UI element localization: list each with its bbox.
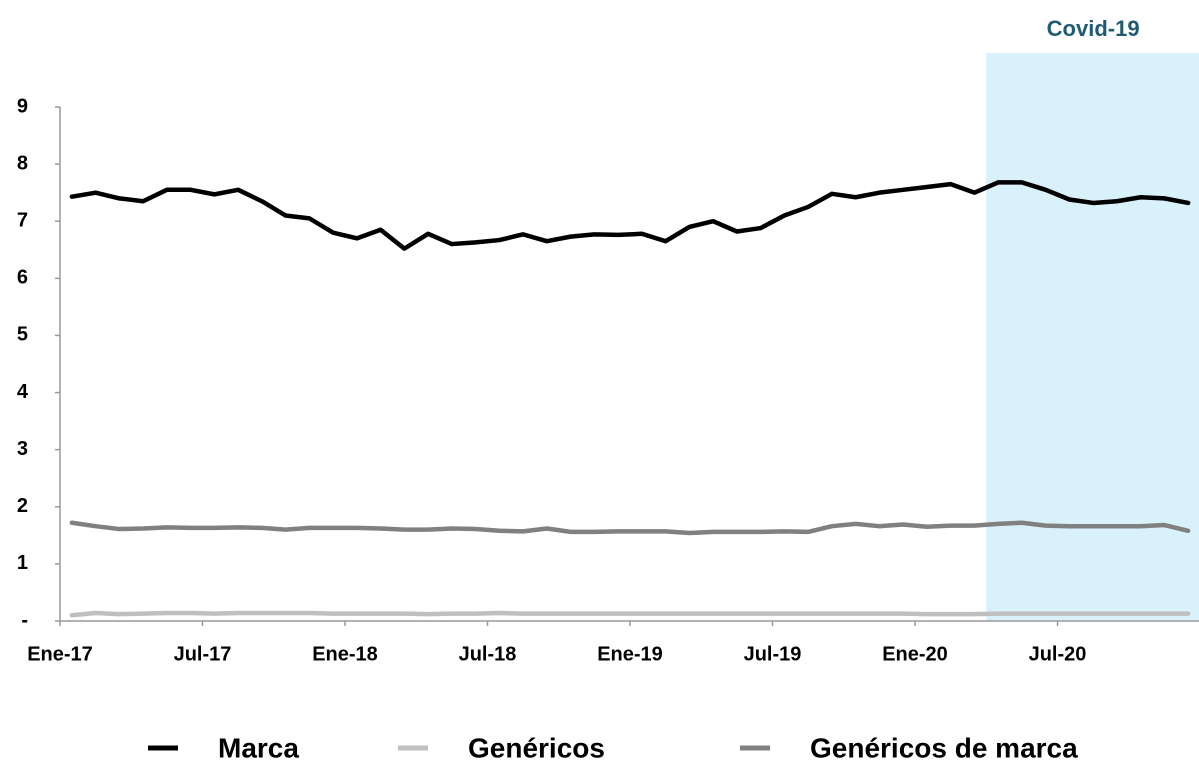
series-line	[69, 180, 1191, 251]
series-line	[69, 520, 1191, 536]
highlight-region	[986, 53, 1199, 621]
legend-label: Marca	[218, 732, 299, 763]
y-tick-label: 9	[17, 95, 28, 117]
y-tick-label: -	[21, 609, 28, 631]
y-tick-label: 6	[17, 267, 28, 289]
x-tick-label: Ene-18	[312, 643, 378, 665]
y-tick-label: 8	[17, 152, 28, 174]
x-tick-label: Jul-19	[744, 643, 802, 665]
highlight-label: Covid-19	[1047, 16, 1140, 41]
series-line	[69, 610, 1191, 618]
y-tick-label: 7	[17, 210, 28, 232]
y-tick-label: 3	[17, 438, 28, 460]
y-tick-label: 5	[17, 324, 28, 346]
y-tick-label: 1	[17, 552, 28, 574]
x-tick-label: Jul-17	[174, 643, 232, 665]
x-tick-label: Ene-17	[27, 643, 93, 665]
legend-label: Genéricos	[468, 732, 605, 763]
x-tick-label: Ene-20	[882, 643, 948, 665]
x-tick-label: Jul-20	[1029, 643, 1087, 665]
y-tick-label: 4	[17, 381, 29, 403]
legend-label: Genéricos de marca	[810, 732, 1078, 763]
x-tick-label: Jul-18	[459, 643, 517, 665]
x-tick-label: Ene-19	[597, 643, 663, 665]
y-tick-label: 2	[17, 495, 28, 517]
